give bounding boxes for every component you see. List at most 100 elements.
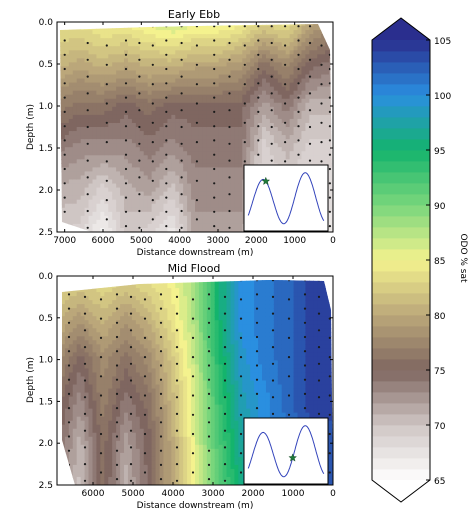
contour-cell [73, 147, 78, 152]
contour-cell [128, 453, 133, 458]
contour-cell [230, 155, 235, 160]
contour-cell [132, 300, 137, 305]
contour-cell [290, 139, 295, 144]
contour-cell [294, 46, 299, 51]
contour-cell [104, 421, 109, 426]
contour-cell [120, 175, 125, 180]
contour-cell [61, 75, 66, 80]
sample-point [181, 42, 183, 44]
contour-cell [203, 216, 208, 221]
contour-cell [112, 204, 117, 209]
contour-cell [282, 115, 287, 120]
contour-cell [163, 204, 168, 209]
contour-cell [207, 208, 212, 213]
contour-cell [148, 42, 153, 47]
contour-cell [89, 139, 94, 144]
contour-cell [96, 95, 101, 100]
contour-cell [223, 103, 228, 108]
contour-cell [175, 119, 180, 124]
contour-cell [112, 312, 117, 317]
contour-cell [81, 212, 86, 217]
contour-cell [266, 111, 271, 116]
contour-cell [124, 421, 129, 426]
contour-cell [100, 135, 105, 140]
contour-cell [81, 131, 86, 136]
contour-cell [266, 26, 271, 31]
contour-cell [227, 163, 232, 168]
contour-cell [89, 397, 94, 402]
contour-cell [81, 332, 86, 337]
contour-cell [120, 445, 125, 450]
contour-cell [199, 95, 204, 100]
contour-cell [69, 352, 74, 357]
contour-cell [116, 425, 121, 430]
contour-cell [298, 143, 303, 148]
contour-cell [175, 163, 180, 168]
contour-cell [73, 111, 78, 116]
contour-cell [175, 167, 180, 172]
contour-cell [203, 87, 208, 92]
contour-cell [305, 131, 310, 136]
contour-cell [128, 99, 133, 104]
contour-cell [191, 87, 196, 92]
contour-cell [195, 66, 200, 71]
contour-cell [100, 151, 105, 156]
contour-cell [69, 54, 74, 59]
contour-cell [77, 70, 82, 75]
contour-cell [140, 91, 145, 96]
contour-cell [92, 405, 97, 410]
contour-cell [144, 95, 149, 100]
contour-cell [144, 147, 149, 152]
contour-cell [223, 159, 228, 164]
contour-cell [108, 389, 113, 394]
contour-cell [128, 115, 133, 120]
contour-cell [69, 171, 74, 176]
sample-point [106, 44, 108, 46]
contour-cell [108, 393, 113, 398]
contour-cell [73, 461, 78, 466]
contour-cell [219, 30, 224, 35]
contour-cell [104, 409, 109, 414]
contour-cell [96, 208, 101, 213]
contour-cell [309, 54, 314, 59]
contour-cell [203, 151, 208, 156]
sample-point [87, 227, 89, 229]
contour-cell [85, 135, 90, 140]
contour-cell [65, 70, 70, 75]
contour-cell [69, 204, 74, 209]
contour-cell [148, 212, 153, 217]
contour-cell [116, 200, 121, 205]
contour-cell [203, 42, 208, 47]
contour-cell [156, 123, 161, 128]
contour-cell [207, 163, 212, 168]
contour-cell [160, 163, 165, 168]
contour-cell [270, 46, 275, 51]
contour-cell [278, 155, 283, 160]
contour-cell [321, 135, 326, 140]
contour-cell [246, 95, 251, 100]
contour-cell [108, 340, 113, 345]
contour-cell [179, 99, 184, 104]
contour-cell [195, 155, 200, 160]
contour-cell [92, 107, 97, 112]
contour-cell [262, 131, 267, 136]
contour-cell [73, 469, 78, 474]
contour-cell [203, 196, 208, 201]
contour-cell [132, 131, 137, 136]
contour-cell [77, 115, 82, 120]
contour-cell [116, 83, 121, 88]
contour-cell [270, 30, 275, 35]
contour-cell [112, 324, 117, 329]
contour-cell [69, 75, 74, 80]
contour-cell [116, 155, 121, 160]
contour-cell [211, 75, 216, 80]
contour-cell [195, 192, 200, 197]
contour-cell [179, 155, 184, 160]
sample-point [181, 59, 183, 61]
contour-cell [266, 107, 271, 112]
contour-cell [183, 167, 188, 172]
contour-cell [321, 131, 326, 136]
contour-cell [116, 159, 121, 164]
contour-cell [282, 30, 287, 35]
contour-cell [234, 200, 239, 205]
